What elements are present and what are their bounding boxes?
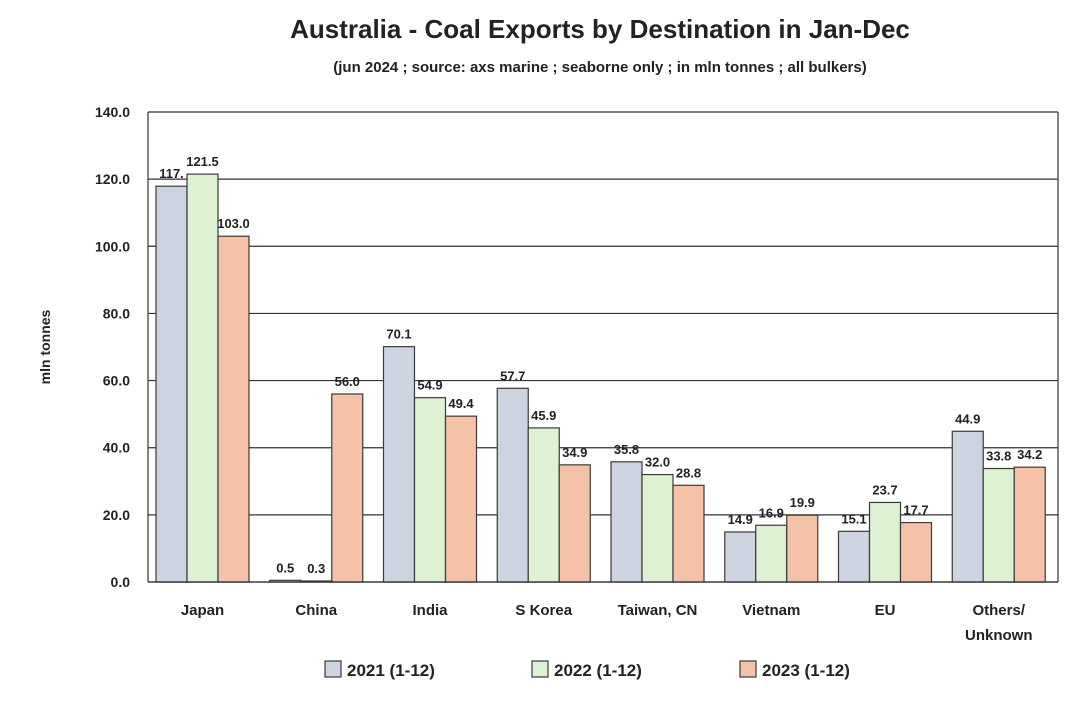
data-label: 54.9 bbox=[417, 378, 442, 393]
x-tick-label: Unknown bbox=[965, 627, 1033, 644]
data-label: 49.4 bbox=[448, 396, 474, 411]
y-tick-label: 100.0 bbox=[95, 238, 130, 254]
bar bbox=[217, 235, 250, 583]
bar bbox=[672, 484, 705, 583]
data-labels: 117.121.5 103.0 0.5 0.3 56.0 70.1 54.9 49.4 57.7… bbox=[159, 154, 1042, 576]
data-label: 117. bbox=[159, 166, 184, 181]
bar bbox=[951, 430, 984, 583]
x-tick-label: Others/ bbox=[972, 602, 1025, 619]
bar bbox=[641, 473, 674, 583]
legend-label: 2023 (1-12) bbox=[762, 661, 850, 680]
data-label: 33.8 bbox=[986, 449, 1011, 464]
bar bbox=[610, 461, 643, 583]
x-tick-label: S Korea bbox=[515, 602, 572, 619]
y-axis: 0.0 20.0 40.0 60.0 80.0 100.0 120.0 140.0 bbox=[95, 104, 1059, 590]
legend-swatch bbox=[531, 660, 549, 678]
bar bbox=[982, 467, 1015, 583]
data-label: 23.7 bbox=[872, 482, 897, 497]
y-tick-label: 40.0 bbox=[103, 440, 130, 456]
legend-swatch bbox=[324, 660, 342, 678]
data-label: 121.5 bbox=[186, 154, 219, 169]
bar bbox=[331, 393, 364, 583]
legend-swatch bbox=[739, 660, 757, 678]
bar bbox=[1013, 466, 1046, 583]
data-label: 15.1 bbox=[841, 511, 866, 526]
x-tick-label: EU bbox=[875, 602, 896, 619]
data-label: 44.9 bbox=[955, 411, 980, 426]
legend-label: 2021 (1-12) bbox=[347, 661, 435, 680]
data-label: 0.5 bbox=[276, 560, 294, 575]
bar bbox=[527, 427, 560, 583]
data-label: 34.2 bbox=[1017, 447, 1042, 462]
bar bbox=[724, 531, 757, 583]
bar bbox=[868, 501, 902, 583]
bar bbox=[558, 464, 591, 583]
bar bbox=[755, 524, 788, 583]
y-tick-label: 0.0 bbox=[111, 574, 131, 590]
bar bbox=[155, 185, 188, 583]
y-tick-label: 80.0 bbox=[103, 305, 130, 321]
data-label: 57.7 bbox=[500, 368, 525, 383]
gridlines bbox=[148, 111, 1058, 583]
data-label: 103.0 bbox=[217, 216, 250, 231]
bars bbox=[155, 173, 1046, 583]
data-label: 35.8 bbox=[614, 442, 639, 457]
legend-label: 2022 (1-12) bbox=[554, 661, 642, 680]
x-tick-label: China bbox=[295, 602, 337, 619]
y-tick-label: 120.0 bbox=[95, 171, 130, 187]
bar bbox=[899, 521, 933, 583]
bar bbox=[837, 530, 871, 583]
data-label: 16.9 bbox=[759, 505, 784, 520]
x-tick-label: Taiwan, CN bbox=[618, 602, 698, 619]
data-label: 70.1 bbox=[386, 327, 411, 342]
x-tick-label: Vietnam bbox=[742, 602, 800, 619]
data-label: 32.0 bbox=[645, 455, 670, 470]
x-axis: Japan China India S Korea Taiwan, CN Vietnam E… bbox=[148, 581, 1058, 644]
data-label: 56.0 bbox=[335, 374, 360, 389]
legend: 2021 (1-12) 2022 (1-12) 2023 (1-12) bbox=[324, 660, 850, 680]
data-label: 34.9 bbox=[562, 445, 587, 460]
y-tick-label: 60.0 bbox=[103, 373, 130, 389]
chart-title: Australia - Coal Exports by Destination … bbox=[290, 14, 910, 44]
data-label: 19.9 bbox=[790, 495, 815, 510]
bar bbox=[186, 173, 219, 583]
y-axis-label: mln tonnes bbox=[37, 309, 53, 384]
bar bbox=[786, 514, 819, 583]
bar bbox=[444, 415, 478, 583]
x-tick-label: India bbox=[412, 602, 448, 619]
y-tick-label: 20.0 bbox=[103, 507, 130, 523]
data-label: 28.8 bbox=[676, 465, 701, 480]
bar bbox=[382, 346, 416, 583]
data-label: 14.9 bbox=[728, 512, 753, 527]
data-label: 0.3 bbox=[307, 561, 325, 576]
bar bbox=[413, 397, 447, 583]
bar bbox=[496, 387, 529, 583]
chart-subtitle: (jun 2024 ; source: axs marine ; seaborn… bbox=[333, 59, 866, 76]
data-label: 17.7 bbox=[903, 503, 928, 518]
data-label: 45.9 bbox=[531, 408, 556, 423]
x-tick-label: Japan bbox=[181, 602, 224, 619]
y-tick-label: 140.0 bbox=[95, 104, 130, 120]
